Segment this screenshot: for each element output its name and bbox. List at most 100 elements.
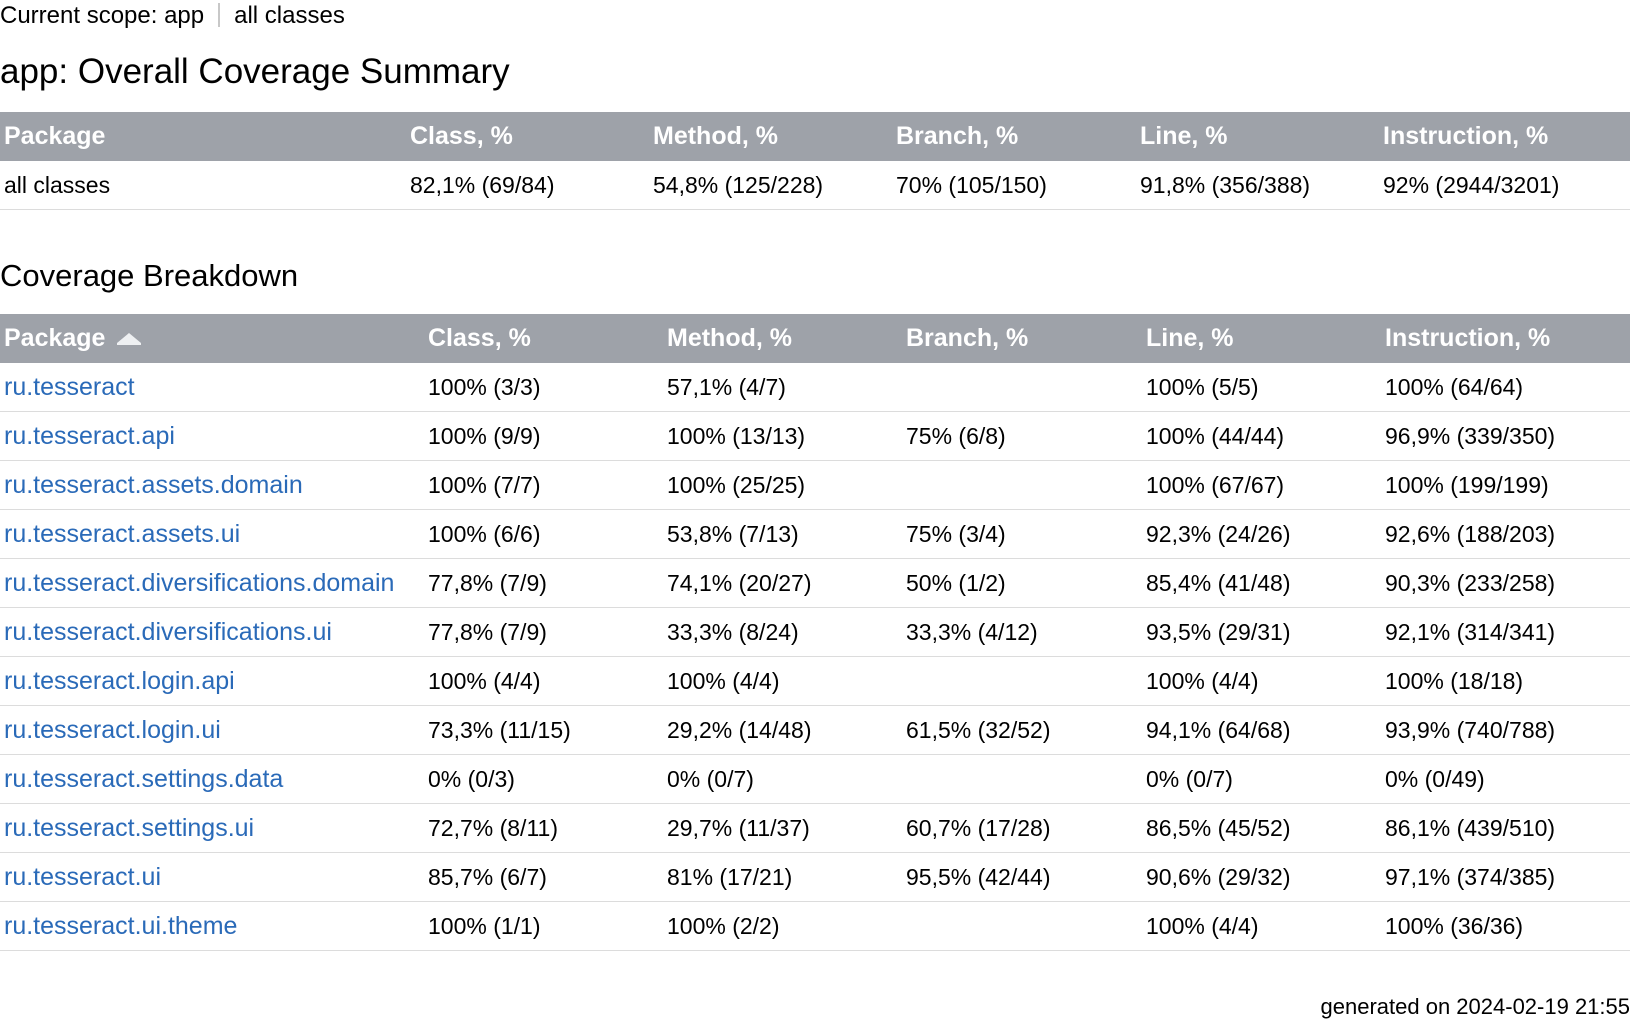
breakdown-table: Package Class, % Method, % Branch, % Lin… (0, 314, 1630, 951)
line-cell: 0% (0/7) (1142, 754, 1381, 804)
branch-cell: 75% (6/8) (902, 411, 1142, 461)
package-cell: ru.tesseract.diversifications.ui (0, 607, 424, 657)
line-cell: 92,3% (24/26) (1142, 509, 1381, 559)
branch-cell (902, 656, 1142, 706)
line-cell: 100% (4/4) (1142, 901, 1381, 951)
table-row: ru.tesseract.diversifications.ui 77,8% (… (0, 607, 1630, 657)
method-cell: 100% (25/25) (663, 460, 902, 510)
branch-cell (902, 901, 1142, 951)
line-cell: 100% (44/44) (1142, 411, 1381, 461)
class-cell: 73,3% (11/15) (424, 705, 663, 755)
breakdown-col-method[interactable]: Method, % (663, 314, 902, 363)
package-cell: ru.tesseract.assets.domain (0, 460, 424, 510)
breakdown-col-branch[interactable]: Branch, % (902, 314, 1142, 363)
table-row: ru.tesseract.login.ui 73,3% (11/15) 29,2… (0, 705, 1630, 755)
breakdown-col-instruction[interactable]: Instruction, % (1381, 314, 1630, 363)
instruction-cell: 96,9% (339/350) (1381, 411, 1630, 461)
package-link[interactable]: ru.tesseract.settings.ui (4, 813, 255, 842)
package-link[interactable]: ru.tesseract (4, 372, 135, 401)
method-cell: 29,7% (11/37) (663, 803, 902, 853)
breakdown-title: Coverage Breakdown (0, 258, 299, 293)
instruction-cell: 100% (36/36) (1381, 901, 1630, 951)
table-row: ru.tesseract.login.api 100% (4/4) 100% (… (0, 656, 1630, 706)
summary-line: 91,8% (356/388) (1136, 161, 1379, 210)
summary-class: 82,1% (69/84) (406, 161, 649, 210)
method-cell: 0% (0/7) (663, 754, 902, 804)
instruction-cell: 92,1% (314/341) (1381, 607, 1630, 657)
table-row: ru.tesseract.diversifications.domain 77,… (0, 558, 1630, 608)
instruction-cell: 93,9% (740/788) (1381, 705, 1630, 755)
summary-col-method[interactable]: Method, % (649, 112, 892, 161)
breakdown-col-package-label: Package (4, 324, 106, 352)
method-cell: 100% (13/13) (663, 411, 902, 461)
table-row: ru.tesseract.settings.ui 72,7% (8/11) 29… (0, 803, 1630, 853)
package-cell: ru.tesseract.login.api (0, 656, 424, 706)
package-link[interactable]: ru.tesseract.diversifications.domain (4, 568, 395, 597)
package-link[interactable]: ru.tesseract.api (4, 421, 175, 450)
line-cell: 100% (67/67) (1142, 460, 1381, 510)
summary-row: all classes 82,1% (69/84) 54,8% (125/228… (0, 161, 1630, 210)
package-cell: ru.tesseract.settings.data (0, 754, 424, 804)
summary-package: all classes (0, 161, 406, 210)
method-cell: 29,2% (14/48) (663, 705, 902, 755)
branch-cell: 61,5% (32/52) (902, 705, 1142, 755)
summary-method: 54,8% (125/228) (649, 161, 892, 210)
method-cell: 81% (17/21) (663, 852, 902, 902)
summary-col-branch[interactable]: Branch, % (892, 112, 1136, 161)
breakdown-col-package[interactable]: Package (0, 314, 424, 363)
breakdown-header-row: Package Class, % Method, % Branch, % Lin… (0, 314, 1630, 363)
summary-col-package[interactable]: Package (0, 112, 406, 161)
branch-cell: 50% (1/2) (902, 558, 1142, 608)
summary-table: Package Class, % Method, % Branch, % Lin… (0, 112, 1630, 210)
sort-ascending-icon[interactable] (117, 333, 142, 345)
package-link[interactable]: ru.tesseract.assets.ui (4, 519, 241, 548)
line-cell: 86,5% (45/52) (1142, 803, 1381, 853)
line-cell: 85,4% (41/48) (1142, 558, 1381, 608)
class-cell: 100% (4/4) (424, 656, 663, 706)
summary-header-row: Package Class, % Method, % Branch, % Lin… (0, 112, 1630, 161)
line-cell: 90,6% (29/32) (1142, 852, 1381, 902)
class-cell: 100% (9/9) (424, 411, 663, 461)
table-row: ru.tesseract.ui 85,7% (6/7) 81% (17/21) … (0, 852, 1630, 902)
branch-cell: 95,5% (42/44) (902, 852, 1142, 902)
summary-col-class[interactable]: Class, % (406, 112, 649, 161)
table-row: ru.tesseract.assets.domain 100% (7/7) 10… (0, 460, 1630, 510)
package-cell: ru.tesseract.ui (0, 852, 424, 902)
instruction-cell: 97,1% (374/385) (1381, 852, 1630, 902)
package-link[interactable]: ru.tesseract.ui.theme (4, 911, 238, 940)
line-cell: 94,1% (64/68) (1142, 705, 1381, 755)
package-link[interactable]: ru.tesseract.login.api (4, 666, 235, 695)
branch-cell: 75% (3/4) (902, 509, 1142, 559)
instruction-cell: 0% (0/49) (1381, 754, 1630, 804)
package-link[interactable]: ru.tesseract.assets.domain (4, 470, 303, 499)
instruction-cell: 100% (64/64) (1381, 363, 1630, 412)
package-link[interactable]: ru.tesseract.login.ui (4, 715, 221, 744)
line-cell: 100% (5/5) (1142, 363, 1381, 412)
breakdown-col-line[interactable]: Line, % (1142, 314, 1381, 363)
summary-col-line[interactable]: Line, % (1136, 112, 1379, 161)
method-cell: 33,3% (8/24) (663, 607, 902, 657)
class-cell: 77,8% (7/9) (424, 558, 663, 608)
generated-timestamp: generated on 2024-02-19 21:55 (1320, 994, 1630, 1019)
branch-cell: 60,7% (17/28) (902, 803, 1142, 853)
package-cell: ru.tesseract.login.ui (0, 705, 424, 755)
table-row: ru.tesseract.settings.data 0% (0/3) 0% (… (0, 754, 1630, 804)
branch-cell (902, 363, 1142, 412)
branch-cell (902, 460, 1142, 510)
package-cell: ru.tesseract.diversifications.domain (0, 558, 424, 608)
package-link[interactable]: ru.tesseract.diversifications.ui (4, 617, 332, 646)
package-link[interactable]: ru.tesseract.ui (4, 862, 162, 891)
class-cell: 100% (6/6) (424, 509, 663, 559)
summary-title: app: Overall Coverage Summary (0, 52, 510, 91)
summary-col-instruction[interactable]: Instruction, % (1379, 112, 1630, 161)
package-link[interactable]: ru.tesseract.settings.data (4, 764, 284, 793)
breakdown-col-class[interactable]: Class, % (424, 314, 663, 363)
summary-branch: 70% (105/150) (892, 161, 1136, 210)
instruction-cell: 100% (18/18) (1381, 656, 1630, 706)
method-cell: 57,1% (4/7) (663, 363, 902, 412)
package-cell: ru.tesseract.api (0, 411, 424, 461)
package-cell: ru.tesseract.ui.theme (0, 901, 424, 951)
method-cell: 100% (4/4) (663, 656, 902, 706)
branch-cell (902, 754, 1142, 804)
table-row: ru.tesseract 100% (3/3) 57,1% (4/7) 100%… (0, 363, 1630, 412)
